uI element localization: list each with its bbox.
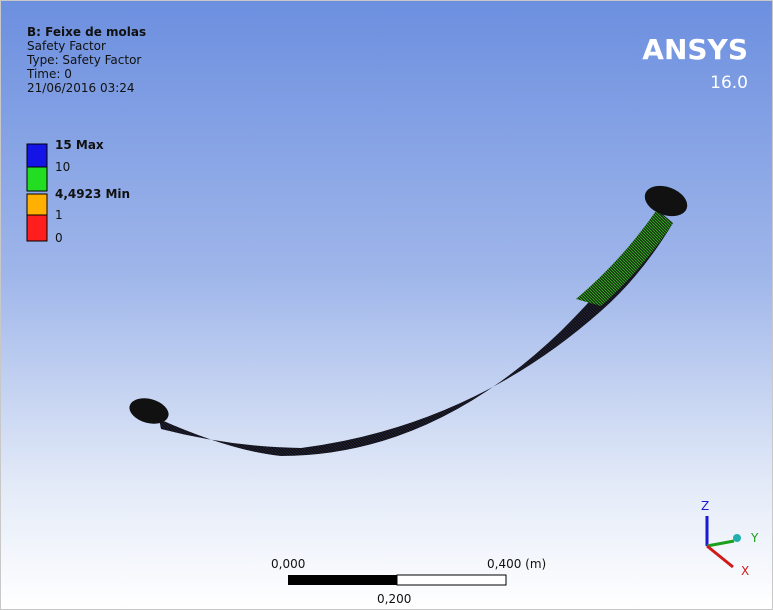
scale-bar-white	[397, 575, 506, 585]
legend-label: 15 Max	[55, 138, 104, 152]
scale-bar-black	[288, 575, 397, 585]
spring-eye-right	[641, 180, 692, 221]
spring-leaf	[159, 213, 673, 456]
triad-label: Y	[751, 531, 758, 545]
result-title: B: Feixe de molas	[27, 25, 146, 39]
legend-label: 1	[55, 208, 63, 222]
header-line: Time: 0	[27, 67, 72, 81]
scale-label: 0,200	[377, 592, 411, 606]
legend-label: 4,4923 Min	[55, 187, 130, 201]
triad-x	[707, 546, 733, 567]
triad-center	[733, 534, 741, 542]
legend-bar-2	[27, 167, 47, 191]
spring-leaf-top	[576, 211, 673, 306]
scale-label: 0,400 (m)	[487, 557, 546, 571]
legend-label: 10	[55, 160, 70, 174]
legend-bar-3	[27, 194, 47, 215]
logo: ANSYS	[642, 35, 748, 65]
legend-bar-4	[27, 215, 47, 241]
scale-label: 0,000	[271, 557, 305, 571]
triad-label: Z	[701, 499, 709, 513]
header-line: Safety Factor	[27, 39, 106, 53]
header-line: 21/06/2016 03:24	[27, 81, 135, 95]
triad-y	[707, 541, 734, 546]
version: 16.0	[710, 74, 748, 92]
triad-label: X	[741, 564, 749, 578]
header-line: Type: Safety Factor	[27, 53, 141, 67]
legend-label: 0	[55, 231, 63, 245]
legend-bar-1	[27, 144, 47, 167]
viewport: B: Feixe de molas Safety Factor Type: Sa…	[0, 0, 773, 610]
